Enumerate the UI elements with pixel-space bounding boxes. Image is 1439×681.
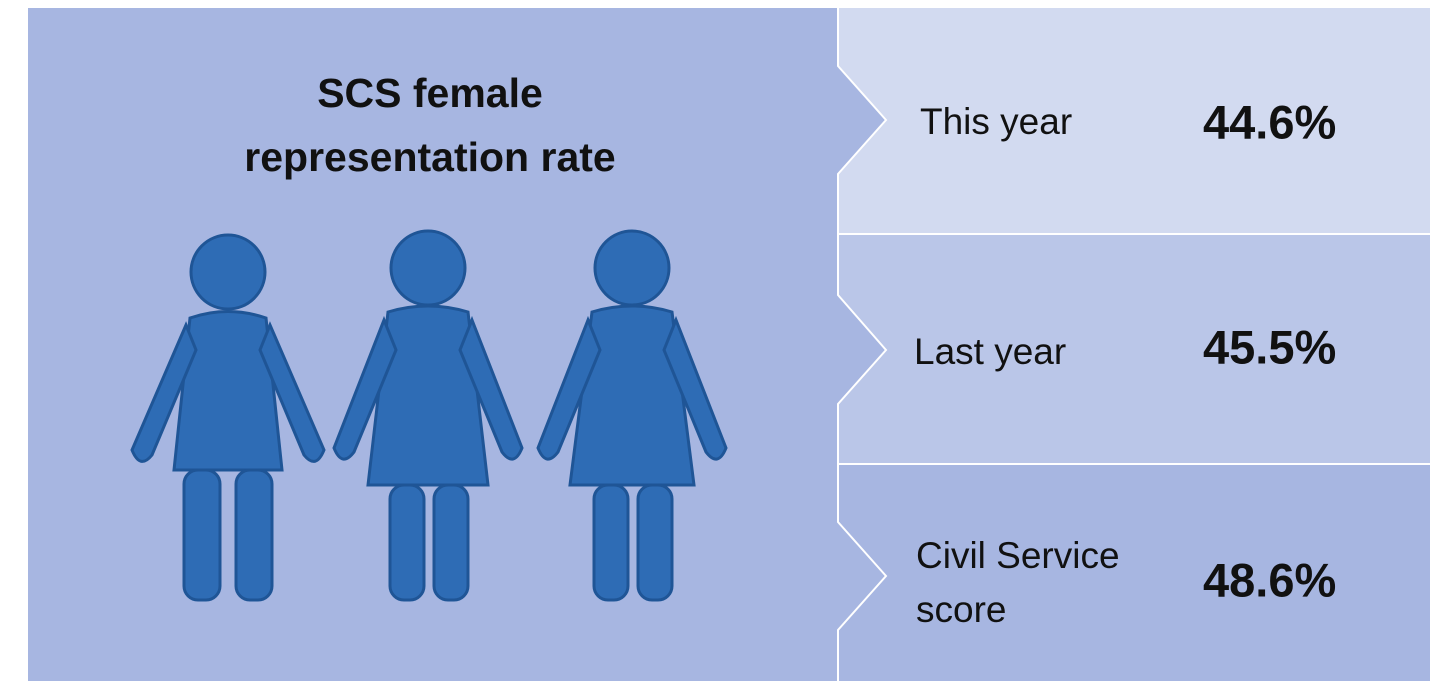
row-bg [838,465,1430,681]
row-label: This year [920,101,1072,142]
row-label: score [916,589,1006,630]
figure [536,229,728,602]
chevrons [837,8,888,681]
figures [130,229,728,602]
row-label: Last year [914,331,1066,372]
row-value: 45.5% [1203,320,1336,373]
row-bg [838,8,1430,233]
row-bg [838,235,1430,463]
row-value: 48.6% [1203,553,1336,606]
title: SCS female [317,70,543,116]
row-value: 44.6% [1203,95,1336,148]
figure [130,233,326,602]
row-label: Civil Service [916,535,1120,576]
figure [332,229,524,602]
title: representation rate [244,134,615,180]
